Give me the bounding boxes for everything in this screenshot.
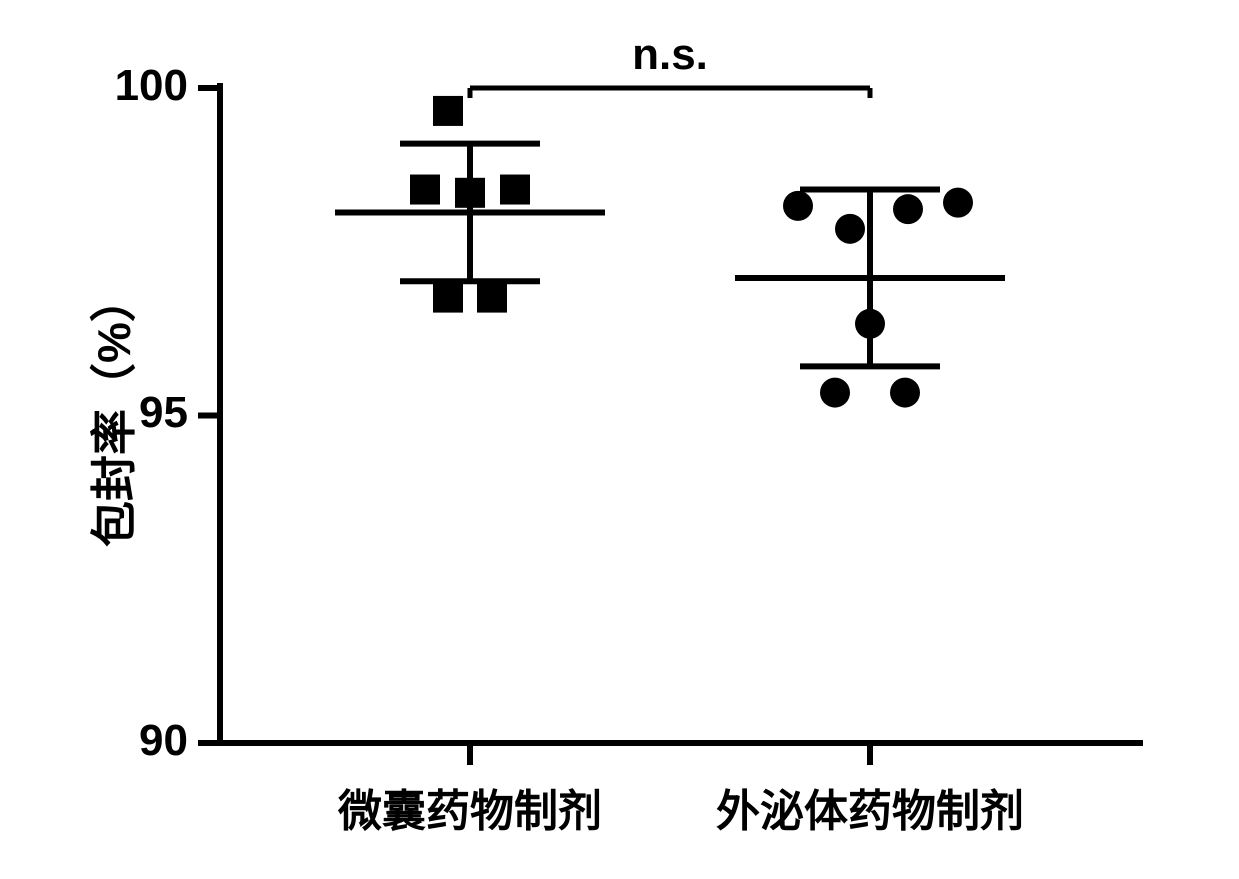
y-tick-label: 100 <box>115 61 188 111</box>
x-category-label: 外泌体药物制剂 <box>670 775 1070 839</box>
x-category-label: 微囊药物制剂 <box>270 775 670 839</box>
chart-container: 包封率（%） n.s. 90 95 100 微囊药物制剂 外泌体药物制剂 <box>0 0 1239 879</box>
y-tick-label: 95 <box>139 388 188 438</box>
y-tick-label: 90 <box>139 716 188 766</box>
y-axis-label: 包封率（%） <box>78 276 144 547</box>
significance-annotation: n.s. <box>610 30 730 80</box>
